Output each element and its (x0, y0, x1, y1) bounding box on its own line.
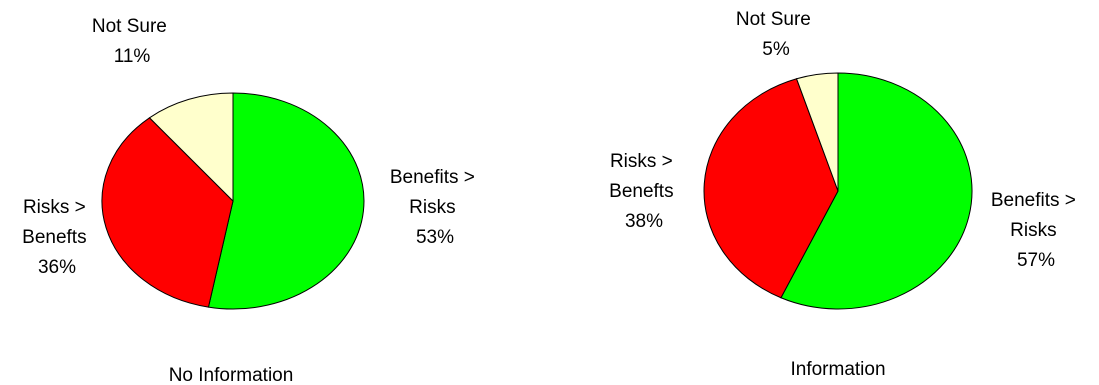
slice-label-risks-pct: 38% (625, 211, 663, 232)
slice-label-not-sure-line-1: Not Sure (92, 16, 167, 37)
pie-slice-not-sure (148, 92, 234, 203)
slice-label-benefits-line-1: Benefits > (991, 190, 1076, 211)
slice-label-not-sure: Not Sure 11% (92, 16, 172, 67)
slice-label-not-sure-line-1: Not Sure (736, 9, 811, 30)
slice-label-not-sure: Not Sure 5% (736, 9, 816, 60)
pie-slice-risks (703, 78, 839, 299)
slice-label-risks-line-1: Risks > (610, 151, 673, 172)
pie-slices (703, 72, 973, 310)
pie-chart-no-information: Benefits > Risks 53% Risks > Benefts 36%… (22, 16, 480, 385)
slice-label-risks: Risks > Benefts 36% (22, 197, 92, 278)
slice-label-benefits-line-2: Risks (1010, 220, 1056, 241)
slice-label-risks-line-2: Benefts (22, 227, 86, 248)
pie-slice-risks (101, 117, 234, 308)
slice-label-risks-line-1: Risks > (23, 197, 86, 218)
pie-slice-benefits (780, 72, 973, 310)
slice-label-benefits-pct: 57% (1017, 250, 1055, 271)
chart-title: Information (790, 359, 885, 380)
slice-label-risks: Risks > Benefts 38% (609, 151, 679, 232)
slice-label-benefits: Benefits > Risks 53% (390, 167, 480, 248)
slice-label-not-sure-pct: 11% (114, 46, 151, 67)
pie-slice-benefits (207, 92, 365, 310)
slice-label-benefits: Benefits > Risks 57% (991, 190, 1081, 271)
pie-chart-information: Benefits > Risks 57% Risks > Benefts 38%… (609, 9, 1081, 380)
slice-label-benefits-line-1: Benefits > (390, 167, 475, 188)
chart-title: No Information (169, 365, 294, 385)
pie-slice-not-sure (795, 72, 839, 192)
slice-label-risks-line-2: Benefts (609, 181, 673, 202)
slice-label-not-sure-pct: 5% (762, 39, 790, 60)
slice-label-benefits-pct: 53% (416, 227, 454, 248)
slice-label-risks-pct: 36% (38, 257, 76, 278)
slice-label-benefits-line-2: Risks (409, 197, 455, 218)
pie-slices (101, 92, 365, 310)
